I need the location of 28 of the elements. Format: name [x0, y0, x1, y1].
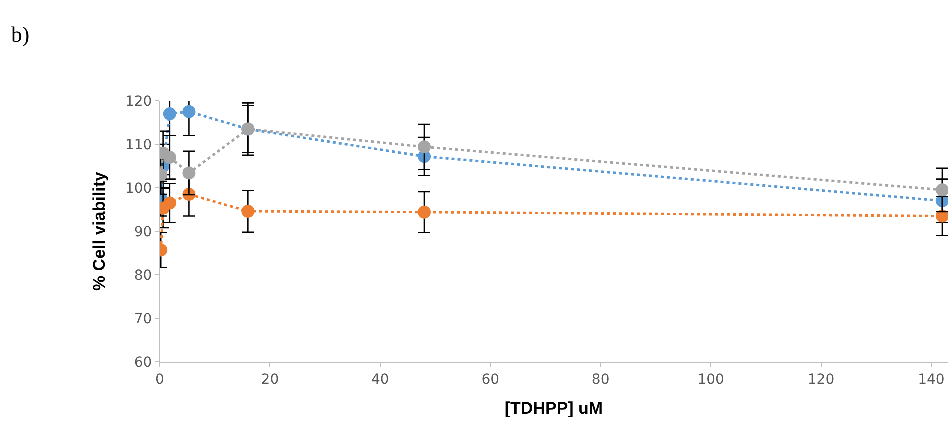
point [418, 140, 431, 154]
x-tick-label: 120 [808, 372, 835, 388]
point [163, 108, 176, 121]
x-tick-label: 20 [261, 372, 280, 388]
point [936, 184, 948, 197]
y-tick-label: 70 [134, 311, 152, 328]
x-tick-label: 40 [372, 372, 390, 388]
x-tick-label: 80 [592, 372, 610, 388]
x-tick-label: 60 [482, 372, 500, 388]
y-axis-title: % Cell viability [90, 171, 110, 292]
x-axis-title: [TDHPP] uM [504, 399, 604, 418]
point [182, 166, 196, 180]
point [242, 204, 255, 218]
x-tick-label: 100 [698, 372, 724, 388]
y-tick-label: 60 [134, 354, 152, 371]
x-tick-label: 0 [156, 372, 164, 388]
y-tick-label: 110 [125, 137, 152, 154]
point [163, 196, 176, 210]
x-tick-label: 140 [918, 372, 945, 388]
point [418, 206, 431, 219]
point [163, 151, 176, 164]
y-tick-label: 80 [134, 268, 152, 284]
point [182, 105, 196, 118]
y-tick-label: 120 [125, 94, 152, 110]
chart-title: b) [11, 22, 30, 48]
y-tick-label: 100 [125, 180, 152, 197]
point [936, 210, 948, 223]
y-tick-label: 90 [134, 224, 152, 240]
